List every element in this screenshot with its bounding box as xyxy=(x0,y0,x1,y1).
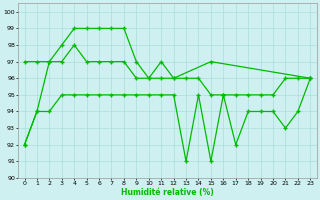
X-axis label: Humidité relative (%): Humidité relative (%) xyxy=(121,188,214,197)
